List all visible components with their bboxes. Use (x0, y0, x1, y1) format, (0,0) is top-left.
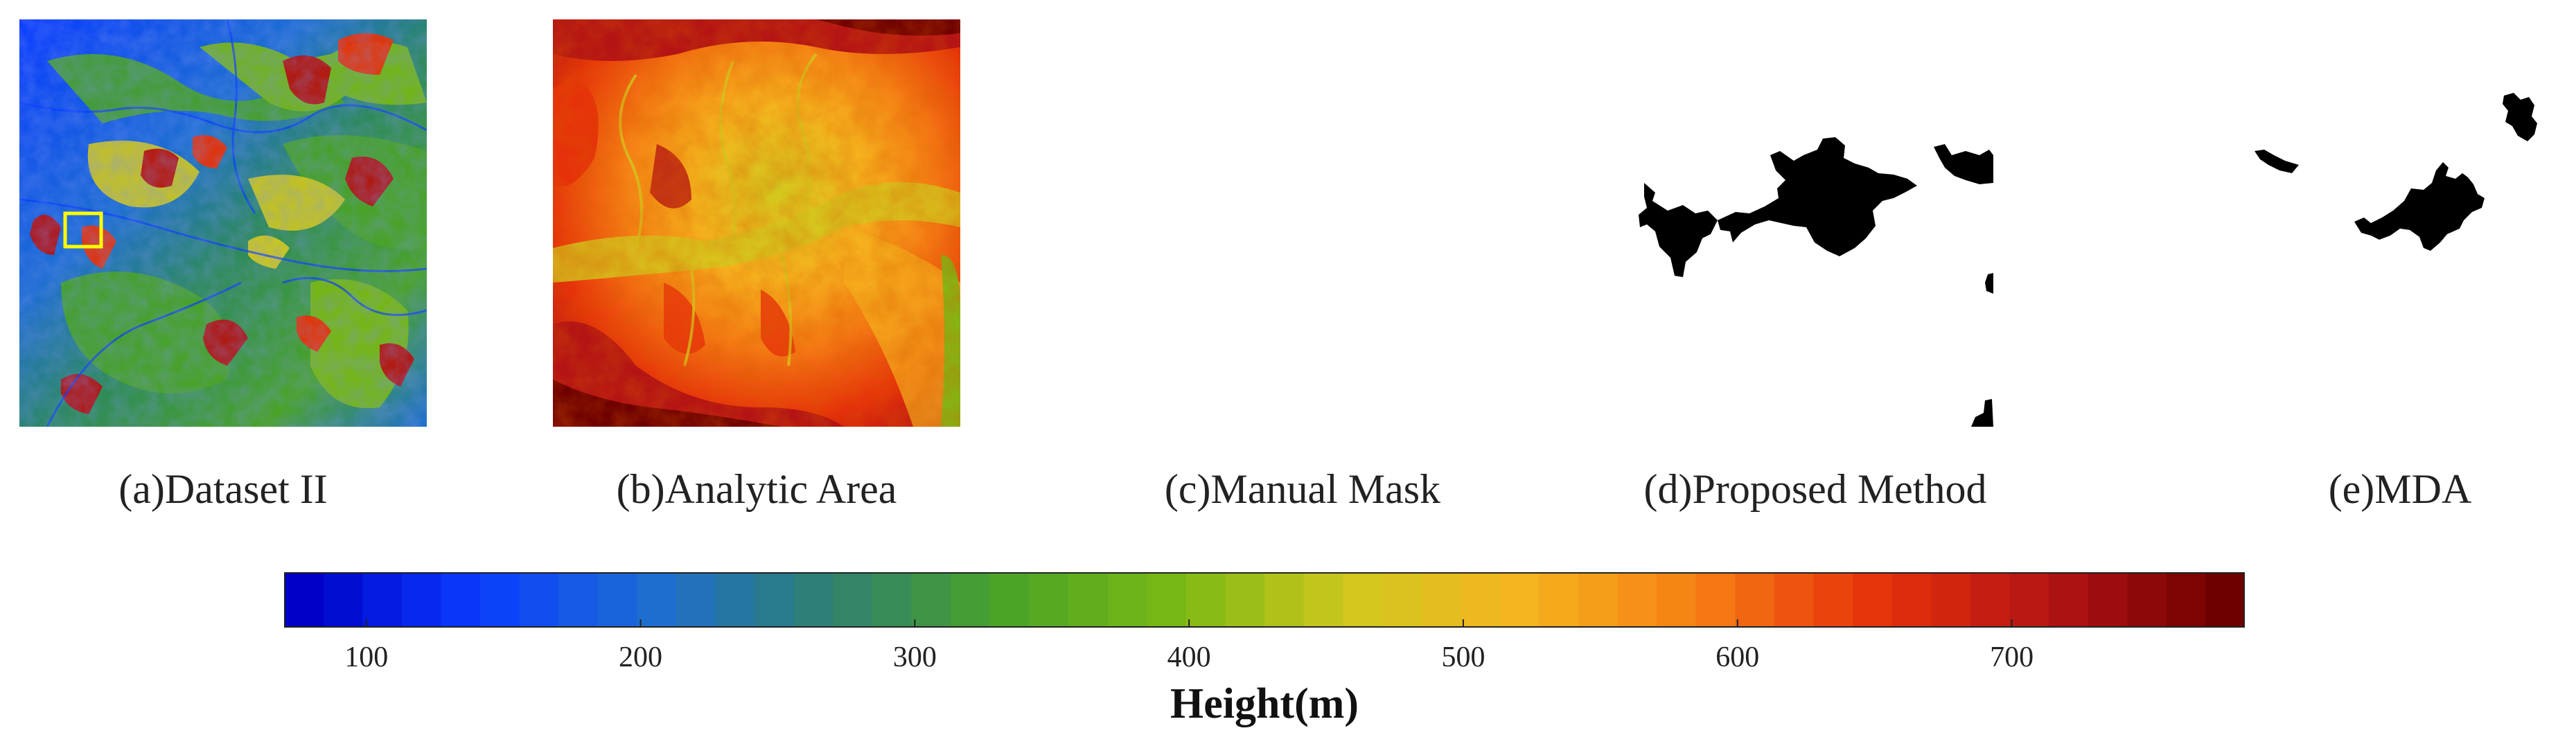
colorbar-block (284, 572, 324, 628)
colorbar-block (2205, 572, 2245, 628)
caption-manual-mask: (c)Manual Mask (1164, 466, 1441, 512)
colorbar-block (558, 572, 599, 628)
colorbar-block (1185, 572, 1226, 628)
colorbar-tick-label: 700 (1990, 641, 2034, 673)
colorbar-block (1813, 572, 1853, 628)
colorbar-block (2009, 572, 2049, 628)
colorbar-block (519, 572, 559, 628)
colorbar-block (441, 572, 481, 628)
colorbar-block (1382, 572, 1422, 628)
height-colorbar (284, 572, 2245, 628)
colorbar-block (1421, 572, 1461, 628)
colorbar-tick-label: 500 (1441, 641, 1485, 673)
colorbar-block (793, 572, 833, 628)
colorbar-block (2049, 572, 2089, 628)
colorbar-block (1264, 572, 1305, 628)
dataset-ii-elevation-map (19, 19, 427, 427)
proposed-method-mask (1619, 19, 2027, 427)
colorbar-block (715, 572, 755, 628)
colorbar-block (1147, 572, 1187, 628)
colorbar-tick-label: 300 (892, 641, 937, 673)
colorbar-block (323, 572, 363, 628)
colorbar-block (911, 572, 951, 628)
colorbar-block (989, 572, 1030, 628)
colorbar-block (1931, 572, 1971, 628)
manual-mask (1057, 19, 1465, 427)
colorbar-block (951, 572, 991, 628)
colorbar-block (1695, 572, 1736, 628)
colorbar-block (676, 572, 716, 628)
colorbar-axis-label: Height(m) (1170, 680, 1359, 727)
colorbar-block (1617, 572, 1657, 628)
colorbar-block (1853, 572, 1893, 628)
colorbar-tick-label: 200 (619, 641, 663, 673)
colorbar-block (597, 572, 637, 628)
colorbar-block (2088, 572, 2128, 628)
colorbar-block (833, 572, 873, 628)
caption-mda: (e)MDA (2328, 466, 2472, 512)
colorbar-border (284, 572, 2245, 628)
caption-proposed-method: (d)Proposed Method (1643, 466, 1987, 512)
colorbar-block (401, 572, 441, 628)
analytic-area-highlight-box (63, 211, 103, 249)
colorbar-block (1343, 572, 1383, 628)
mda-mask (2188, 19, 2576, 427)
colorbar-block (1499, 572, 1540, 628)
colorbar-block (1657, 572, 1697, 628)
analytic-area-elevation-map (553, 19, 960, 427)
colorbar-block (1970, 572, 2010, 628)
colorbar-block (1774, 572, 1814, 628)
colorbar-block (1225, 572, 1265, 628)
colorbar-block (1539, 572, 1579, 628)
colorbar-block (2166, 572, 2206, 628)
colorbar-block (1891, 572, 1932, 628)
colorbar-block (1578, 572, 1618, 628)
colorbar-tick-label: 600 (1715, 641, 1760, 673)
colorbar-block (1303, 572, 1343, 628)
caption-analytic-area: (b)Analytic Area (616, 466, 897, 512)
colorbar-block (2127, 572, 2167, 628)
colorbar-tick-label: 100 (344, 641, 389, 673)
colorbar-block (362, 572, 403, 628)
colorbar-block (1461, 572, 1501, 628)
colorbar-block (637, 572, 677, 628)
caption-dataset-ii: (a)Dataset II (118, 466, 328, 512)
colorbar-block (1068, 572, 1109, 628)
colorbar-block (1107, 572, 1147, 628)
colorbar-block (755, 572, 795, 628)
colorbar-block (480, 572, 520, 628)
colorbar-tick-label: 400 (1167, 641, 1211, 673)
colorbar-block (872, 572, 912, 628)
colorbar-block (1735, 572, 1775, 628)
colorbar-block (1029, 572, 1069, 628)
